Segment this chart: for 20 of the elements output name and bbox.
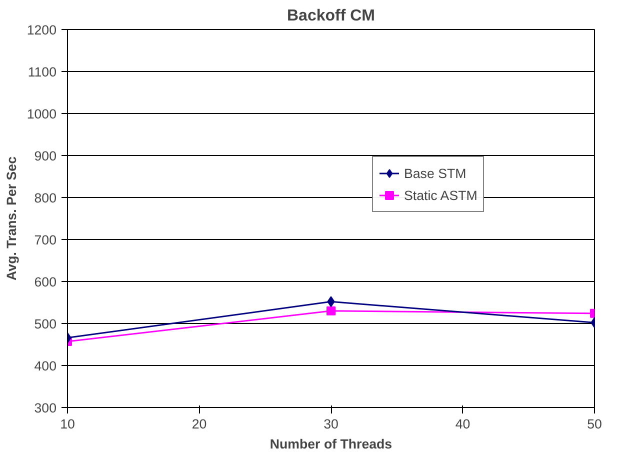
y-axis-title: Avg. Trans. Per Sec — [4, 156, 19, 280]
legend-label: Base STM — [404, 166, 466, 180]
x-tick-label: 40 — [455, 416, 470, 432]
chart-title: Backoff CM — [286, 8, 376, 24]
x-tick-label: 30 — [324, 416, 338, 432]
x-tick-label: 50 — [587, 416, 602, 432]
x-tick-label: 10 — [60, 416, 75, 432]
x-axis-title: Number of Threads — [270, 436, 392, 452]
y-tick-label: 400 — [34, 358, 57, 374]
y-tick-label: 600 — [34, 274, 57, 290]
x-tick-label: 20 — [192, 416, 207, 432]
y-tick-label: 900 — [34, 148, 57, 164]
y-tick-label: 300 — [34, 400, 57, 416]
y-tick-label: 1000 — [26, 106, 57, 122]
y-tick-label: 1200 — [26, 22, 57, 38]
y-tick-label: 700 — [34, 232, 57, 248]
legend-label: Static ASTM — [404, 188, 478, 202]
y-tick-label: 1100 — [28, 64, 57, 80]
y-tick-label: 800 — [34, 190, 57, 206]
y-tick-label: 500 — [34, 316, 57, 332]
